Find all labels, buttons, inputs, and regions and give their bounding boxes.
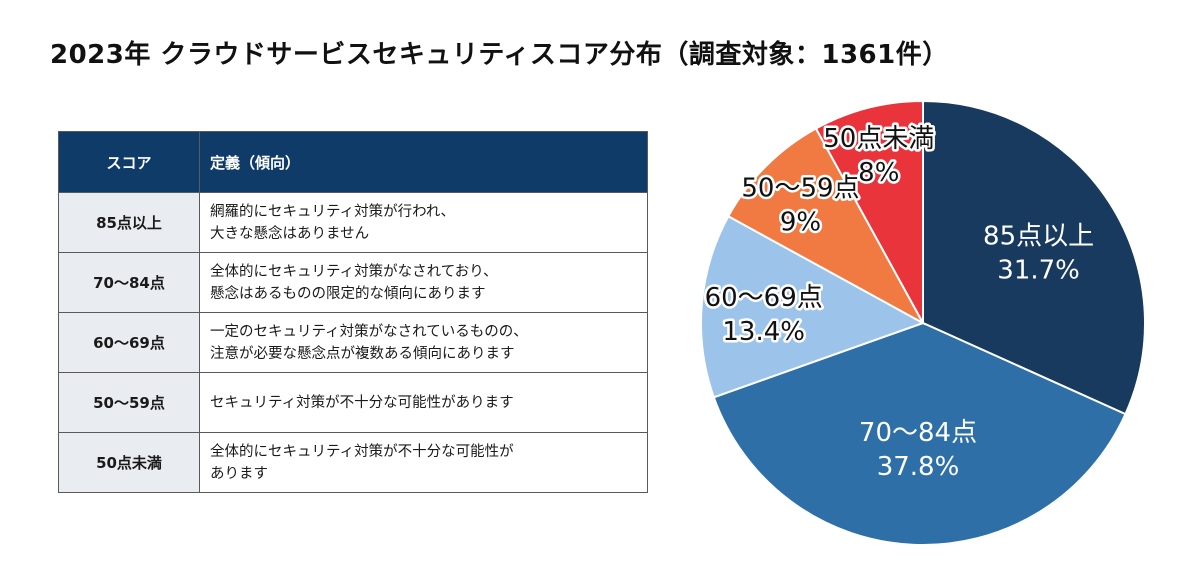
pie-slice-0 [922,99,1146,416]
table-row: 85点以上 網羅的にセキュリティ対策が行われ、 大きな懸念はありません [58,192,648,253]
table-row: 60〜69点 一定のセキュリティ対策がなされているものの、 注意が必要な懸念点が… [58,312,648,373]
pie-value-0: 31.7% [997,255,1080,285]
score-definition-table: スコア 定義（傾向） 85点以上 網羅的にセキュリティ対策が行われ、 大きな懸念… [58,131,648,493]
pie-value-1: 37.8% [877,452,960,482]
pie-labels: 85点以上 31.7% 70〜84点 37.8% 60〜69点 13.4% 50〜59点 9%… [702,121,1094,482]
table-row: 50点未満 全体的にセキュリティ対策が不十分な可能性が あります [58,432,648,493]
pie-value-4: 8% [858,158,899,188]
pie-slice-3 [726,127,926,326]
definition-cell: 一定のセキュリティ対策がなされているものの、 注意が必要な懸念点が複数ある傾向に… [199,312,648,373]
definition-cell: セキュリティ対策が不十分な可能性があります [199,372,648,433]
header-score: スコア [58,131,200,193]
pie-slice-1 [712,321,1127,546]
pie-label-2: 60〜69点 [705,283,823,313]
score-cell: 50点未満 [58,432,200,493]
score-cell: 60〜69点 [58,312,200,373]
pie-label-1: 70〜84点 [859,418,977,448]
pie-value-2: 13.4% [722,317,805,347]
definition-cell: 網羅的にセキュリティ対策が行われ、 大きな懸念はありません [199,192,648,253]
definition-cell: 全体的にセキュリティ対策が不十分な可能性が あります [199,432,648,493]
score-cell: 50〜59点 [58,372,200,433]
pie-label-4: 50点未満 [823,124,934,154]
pie-label-0: 85点以上 [983,221,1094,251]
definition-cell: 全体的にセキュリティ対策がなされており、 懸念はあるものの限定的な傾向にあります [199,252,648,313]
table-header-row: スコア 定義（傾向） [58,131,648,193]
score-cell: 85点以上 [58,192,200,253]
header-definition: 定義（傾向） [199,131,648,193]
page-title: 2023年 クラウドサービスセキュリティスコア分布（調査対象：1361件） [50,40,949,70]
pie-slice-4 [814,99,924,324]
pie-value-3: 9% [780,208,821,238]
pie-slice-2 [700,214,926,399]
table-row: 70〜84点 全体的にセキュリティ対策がなされており、 懸念はあるものの限定的な… [58,252,648,313]
score-cell: 70〜84点 [58,252,200,313]
pie-chart: 85点以上 31.7% 70〜84点 37.8% 60〜69点 13.4% 50〜59点 9%… [700,99,1146,546]
pie-label-3: 50〜59点 [741,174,859,204]
table-row: 50〜59点 セキュリティ対策が不十分な可能性があります [58,372,648,433]
pie-slices [700,99,1146,546]
